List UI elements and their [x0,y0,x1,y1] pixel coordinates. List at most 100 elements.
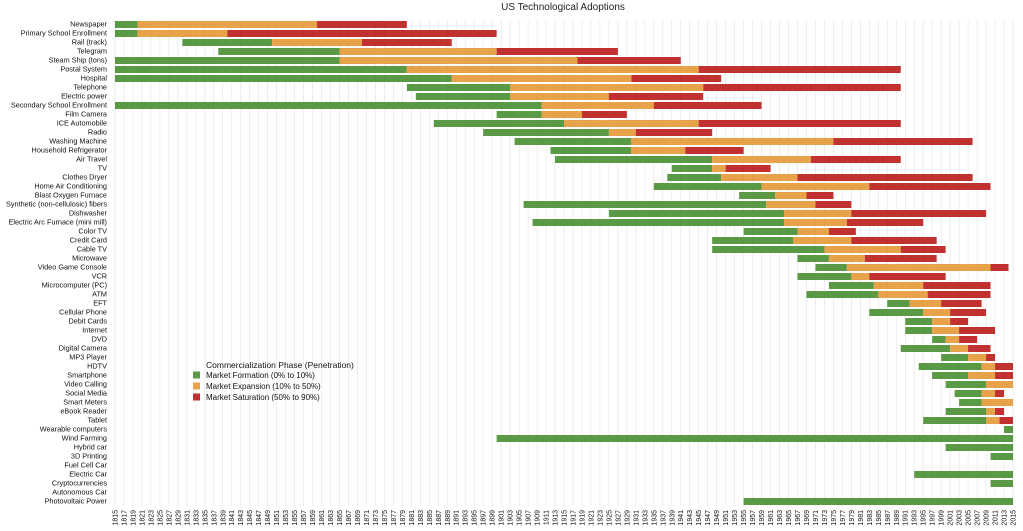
bar-expansion [828,255,865,262]
technology-label: Radio [88,128,107,137]
technology-label: Cellular Phone [59,308,107,317]
bar-expansion [981,363,996,370]
bar-saturation [986,354,996,361]
bar-expansion [631,147,686,154]
x-tick-label: 1857 [301,510,308,526]
x-tick-label: 1985 [876,510,883,526]
legend-label-saturation: Market Saturation (50% to 90%) [206,393,320,402]
legend-label-expansion: Market Expansion (10% to 50%) [206,382,321,391]
technology-label: Dishwasher [69,209,108,218]
x-tick-label: 1909 [535,510,542,526]
bar-expansion [986,417,1000,424]
x-tick-label: 1827 [166,510,173,526]
bar-expansion [981,390,996,397]
bar-saturation [999,417,1013,424]
bar-saturation [725,165,771,172]
bar-expansion [950,345,969,352]
bar-formation [712,246,825,253]
technology-label: Internet [82,326,107,335]
x-tick-label: 1987 [885,510,892,526]
x-tick-label: 1995 [921,510,928,526]
technology-label: Electric Arc Furnace (mini mill) [8,218,107,227]
x-tick-label: 1821 [139,510,146,526]
bar-formation [667,174,722,181]
bar-saturation [317,21,407,28]
bar-formation [806,291,879,298]
x-tick-label: 1897 [481,510,488,526]
x-tick-label: 1855 [292,510,299,526]
bar-saturation [698,120,901,127]
legend-label-formation: Market Formation (0% to 10%) [206,371,315,380]
bar-saturation [950,318,969,325]
x-tick-label: 1891 [454,510,461,526]
x-tick-label: 1877 [391,510,398,526]
bar-expansion [968,354,987,361]
x-tick-label: 1997 [930,510,937,526]
bar-expansion [137,30,228,37]
bar-saturation [941,300,982,307]
bar-formation [550,147,632,154]
x-tick-label: 1865 [337,510,344,526]
bar-expansion [775,192,807,199]
x-tick-label: 1861 [319,510,326,526]
bar-formation [743,498,1013,505]
technology-label: ICE Automobile [57,119,107,128]
bar-formation [406,84,511,91]
x-tick-label: 1933 [642,510,649,526]
bar-saturation [851,210,987,217]
bar-expansion [339,48,497,55]
technology-label: EFT [93,299,107,308]
technology-label: Household Refrigerator [32,146,108,155]
bar-formation [887,300,910,307]
x-tick-label: 2011 [993,510,1000,525]
bar-saturation [959,327,996,334]
technology-label: Credit Card [70,236,107,245]
bar-expansion [968,372,996,379]
x-tick-label: 1817 [121,510,128,526]
x-tick-label: 1843 [238,510,245,526]
x-tick-label: 1853 [283,510,290,526]
technology-label: Wearable computers [40,425,108,434]
bar-formation [797,273,852,280]
x-tick-label: 1875 [382,510,389,526]
x-tick-label: 1979 [849,510,856,526]
bar-expansion [986,381,1013,388]
bar-formation [608,210,785,217]
bar-expansion [797,228,829,235]
bar-saturation [361,39,452,46]
x-tick-label: 1907 [526,510,533,526]
bar-formation [182,39,273,46]
bar-saturation [968,345,991,352]
x-tick-label: 1867 [346,510,353,526]
bar-saturation [959,336,978,343]
bar-formation [514,138,632,145]
bar-formation [671,165,713,172]
technology-label: Fuel Cell Car [64,461,107,470]
bar-expansion [761,183,870,190]
bar-formation [900,345,951,352]
x-tick-label: 1925 [606,510,613,526]
bar-formation [115,102,542,109]
bar-formation [532,219,785,226]
x-tick-label: 1913 [553,510,560,526]
x-tick-label: 1943 [687,510,694,526]
x-tick-label: 1905 [517,510,524,526]
bar-formation [115,30,138,37]
x-tick-label: 1959 [759,510,766,526]
x-tick-label: 1863 [328,510,335,526]
technology-label: Wind Farming [62,434,107,443]
x-tick-label: 1841 [229,510,236,526]
x-tick-label: 1885 [427,510,434,526]
x-tick-label: 1825 [157,510,164,526]
x-tick-label: 1831 [184,510,191,526]
technology-label: Secondary School Enrollment [11,101,107,110]
x-tick-label: 1871 [364,510,371,526]
bar-saturation [703,84,901,91]
bar-formation [797,255,829,262]
technology-label: ATM [92,290,107,299]
bar-saturation [810,156,901,163]
technology-label: VCR [92,272,107,281]
bar-formation [115,66,407,73]
technology-label: Rail (track) [72,38,107,47]
technology-label: Social Media [65,389,108,398]
